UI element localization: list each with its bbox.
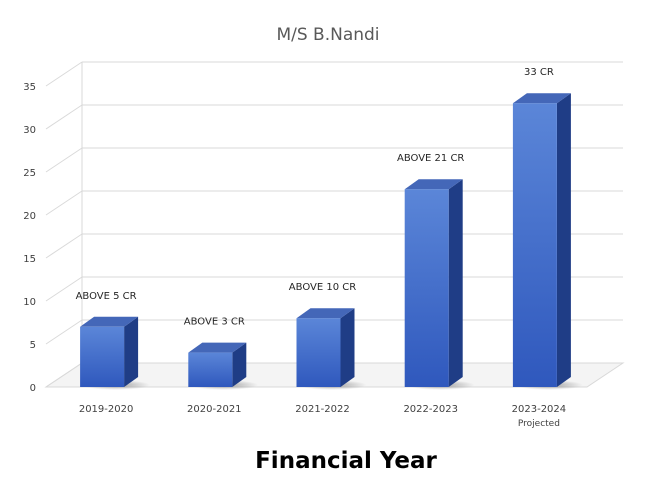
chart-title: M/S B.Nandi [276,25,379,45]
bar [296,308,355,387]
bar-side [124,316,139,387]
y-tick-label: 25 [23,168,36,179]
bar-top [512,93,571,104]
gridline [45,61,623,87]
data-label: ABOVE 21 CR [397,153,464,164]
bars [80,93,571,387]
data-label: ABOVE 3 CR [184,317,245,328]
bar-top [188,342,247,353]
y-tick-label: 30 [23,125,36,136]
bar-front [512,103,557,387]
bar [188,342,247,387]
data-label: 33 CR [524,67,554,78]
x-tick-label: 2019-2020 [79,404,134,415]
bar [80,316,139,387]
x-axis-ticks: 2019-2020 2020-2021 2021-2022 2022-2023 2023… [79,404,566,429]
y-tick-label: 20 [23,211,36,222]
y-tick-label: 10 [23,297,36,308]
x-axis-title: Financial Year [255,448,437,474]
bar-top [404,179,463,190]
bar-top [296,308,355,319]
x-tick-label: 2020-2021 [187,404,242,415]
bar-side [340,308,355,387]
bar-front [296,318,341,387]
data-label: ABOVE 5 CR [76,291,137,302]
data-label: ABOVE 10 CR [289,282,356,293]
x-tick-label: 2022-2023 [403,404,458,415]
bar-top [80,316,139,327]
y-tick-label: 35 [23,82,36,93]
x-tick-sublabel: Projected [518,419,560,429]
bar-front [404,189,449,387]
y-tick-label: 5 [30,340,36,351]
y-axis-ticks: 0 5 10 15 20 25 30 35 [23,82,36,394]
bar-side [556,93,571,387]
bar-side [448,179,463,387]
data-labels: ABOVE 5 CR ABOVE 3 CR ABOVE 10 CR ABOVE 21 … [76,67,554,327]
y-tick-label: 15 [23,254,36,265]
x-tick-label: 2021-2022 [295,404,350,415]
y-tick-label: 0 [30,383,36,394]
bar [512,93,571,387]
x-tick-label: 2023-2024 [512,404,567,415]
bar-front [188,352,233,387]
bar-front [80,326,125,387]
bar [404,179,463,387]
bar-side [232,342,247,387]
